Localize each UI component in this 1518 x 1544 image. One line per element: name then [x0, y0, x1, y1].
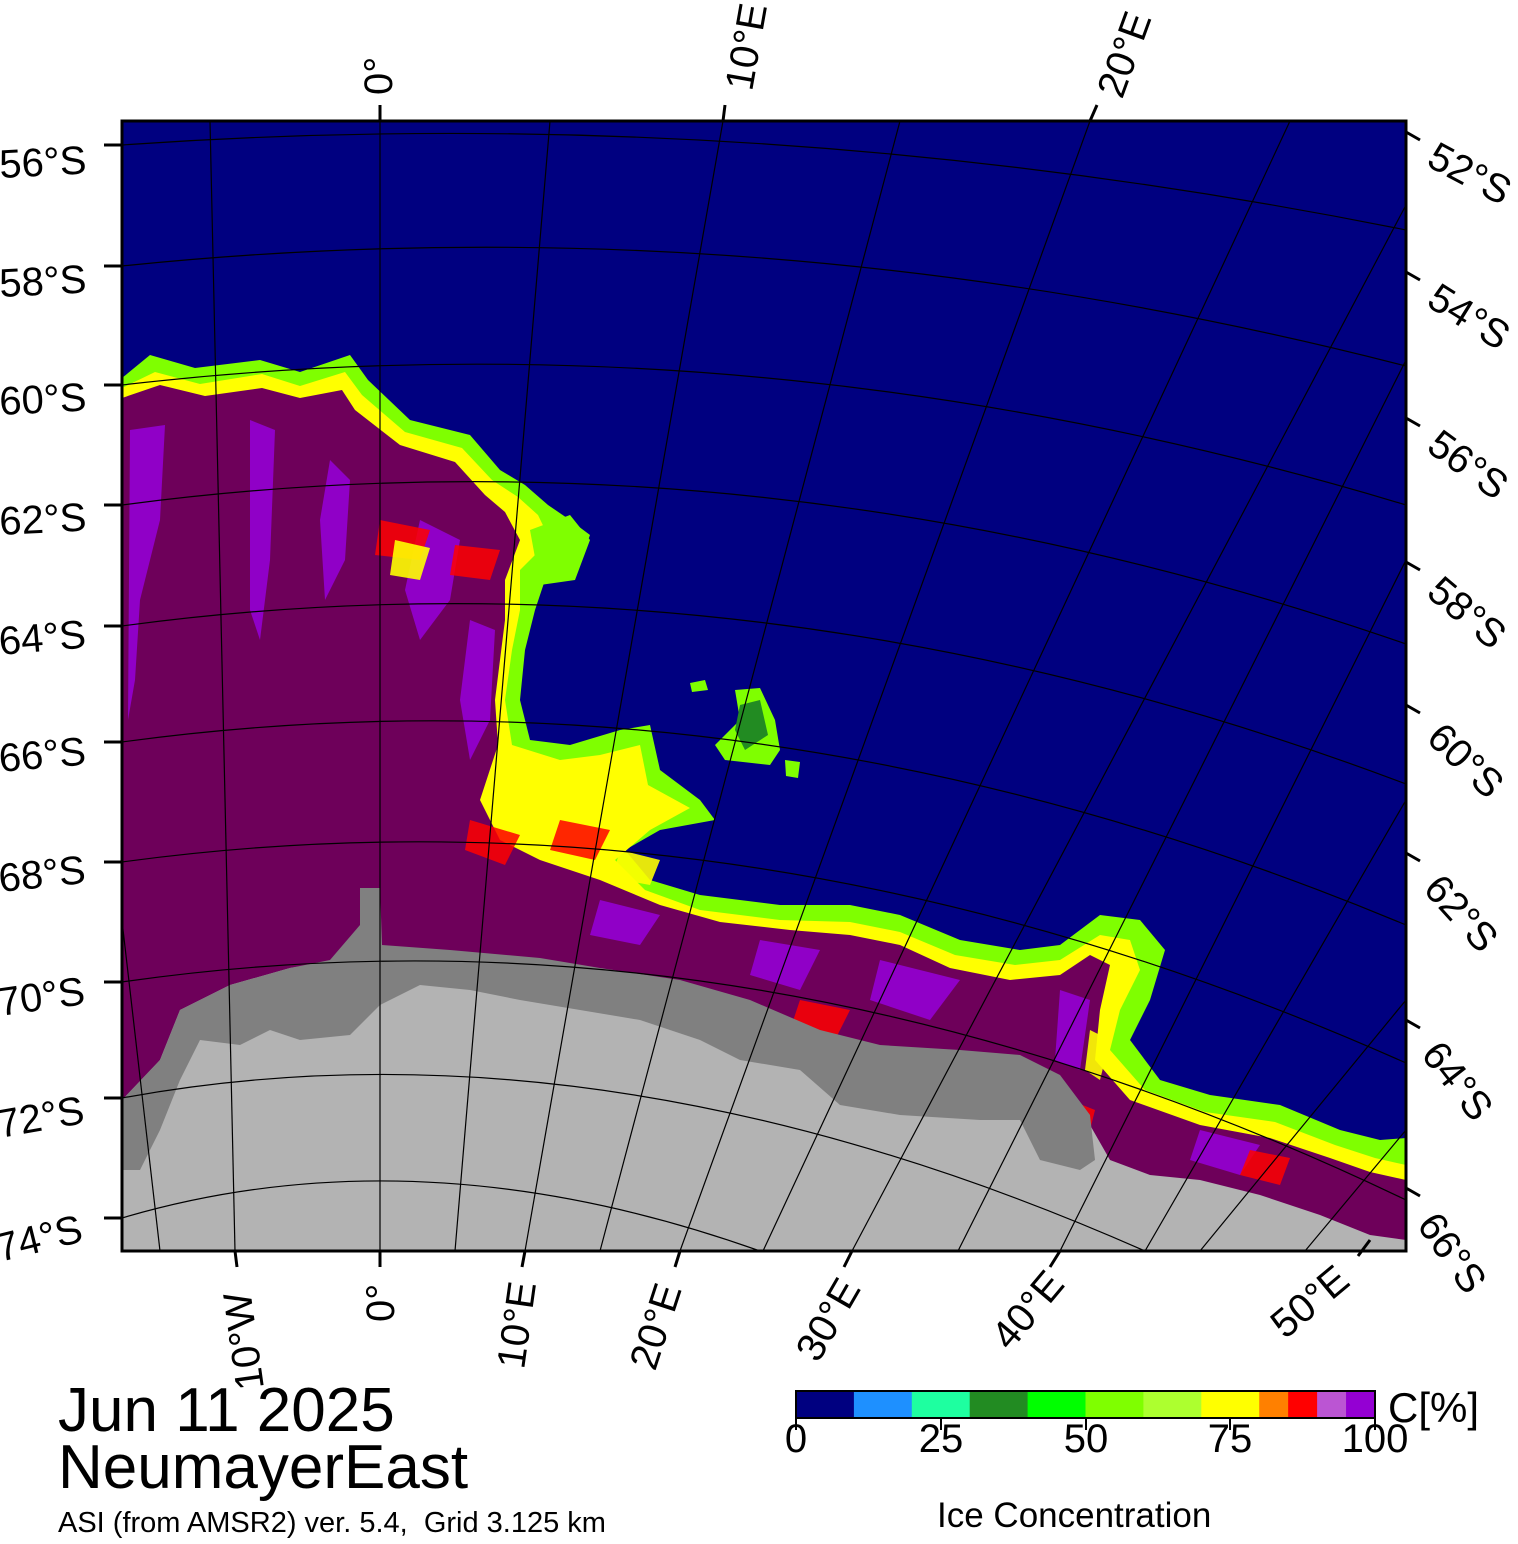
colorbar-bin — [853, 1391, 913, 1418]
colorbar-bin — [1027, 1391, 1086, 1418]
lat-label-right: 60°S — [1419, 715, 1512, 807]
colorbar-bin — [796, 1391, 855, 1418]
lat-label-right: 56°S — [1420, 422, 1516, 509]
colorbar-tick-label: 100 — [1341, 1417, 1409, 1461]
lat-label-left: 58°S — [0, 257, 88, 306]
lat-label-right: 58°S — [1419, 568, 1514, 658]
ice-texture — [128, 420, 1260, 1175]
region-name: NeumayerEast — [58, 1433, 469, 1502]
colorbar-bin — [911, 1391, 971, 1418]
lon-label-top: 10°E — [718, 0, 776, 93]
product-info: ASI (from AMSR2) ver. 5.4, Grid 3.125 km — [58, 1507, 606, 1539]
colorbar-bin — [1201, 1391, 1260, 1418]
lat-label-right: 64°S — [1413, 1033, 1501, 1129]
lat-label-left: 68°S — [0, 848, 88, 901]
latitude-labels-right: 52°S 54°S 56°S 58°S 60°S 62°S 64°S 66°S — [1409, 134, 1518, 1301]
colorbar-title: Ice Concentration — [937, 1496, 1212, 1535]
tick-marks — [104, 104, 1421, 1268]
longitude-labels-bottom: 10°W 0° 10°E 20°E 30°E 40°E 50°E — [216, 1257, 1358, 1393]
lon-label-bottom: 50°E — [1263, 1257, 1358, 1347]
lon-label-bottom: 40°E — [983, 1263, 1073, 1358]
lon-label-bottom: 10°E — [489, 1279, 545, 1371]
latitude-labels-left: 56°S 58°S 60°S 62°S 64°S 66°S 68°S 70°S … — [0, 138, 88, 1270]
colorbar-bin — [1143, 1391, 1202, 1418]
ice-floe — [530, 515, 800, 778]
land — [122, 955, 1406, 1251]
colorbar — [796, 1391, 1376, 1418]
lat-label-right: 54°S — [1420, 275, 1517, 359]
longitude-labels-top: 0° 10°E 20°E — [357, 0, 1160, 103]
colorbar-tick-label: 0 — [784, 1417, 808, 1461]
map-frame — [120, 119, 1408, 1253]
colorbar-bin — [1085, 1391, 1144, 1418]
colorbar-bin — [1317, 1391, 1347, 1418]
lat-label-right: 52°S — [1421, 134, 1518, 214]
lon-label-top: 0° — [357, 57, 401, 95]
lat-label-left: 74°S — [0, 1207, 87, 1271]
colorbar-bin — [1346, 1391, 1376, 1418]
colorbar-tick-label: 75 — [1207, 1417, 1253, 1461]
colorbar-unit: C[%] — [1388, 1384, 1480, 1431]
lat-label-right: 66°S — [1409, 1205, 1495, 1302]
lat-label-left: 72°S — [0, 1088, 87, 1146]
lon-label-bottom: 0° — [359, 1284, 403, 1322]
lat-label-left: 70°S — [0, 969, 88, 1025]
lon-label-bottom: 30°E — [788, 1271, 870, 1368]
lat-label-left: 56°S — [0, 138, 88, 187]
lat-label-left: 60°S — [0, 375, 88, 424]
map-date: Jun 11 2025 — [58, 1376, 395, 1445]
colorbar-tick-label: 50 — [1063, 1417, 1109, 1461]
colorbar-bin — [1259, 1391, 1289, 1418]
lon-label-top: 20°E — [1089, 6, 1160, 103]
latitude-lines — [122, 132, 1406, 1251]
ice-shelf — [122, 888, 1095, 1170]
lat-label-left: 62°S — [0, 495, 88, 544]
colorbar-ticks — [795, 1418, 1376, 1430]
lat-label-left: 64°S — [0, 613, 88, 664]
colorbar-bin — [1288, 1391, 1318, 1418]
longitude-lines — [122, 121, 1406, 1251]
lon-label-bottom: 20°E — [622, 1278, 691, 1375]
lat-label-right: 62°S — [1415, 867, 1506, 961]
colorbar-tick-label: 25 — [918, 1417, 964, 1461]
colorbar-bin — [969, 1391, 1029, 1418]
lat-label-left: 66°S — [0, 730, 88, 781]
